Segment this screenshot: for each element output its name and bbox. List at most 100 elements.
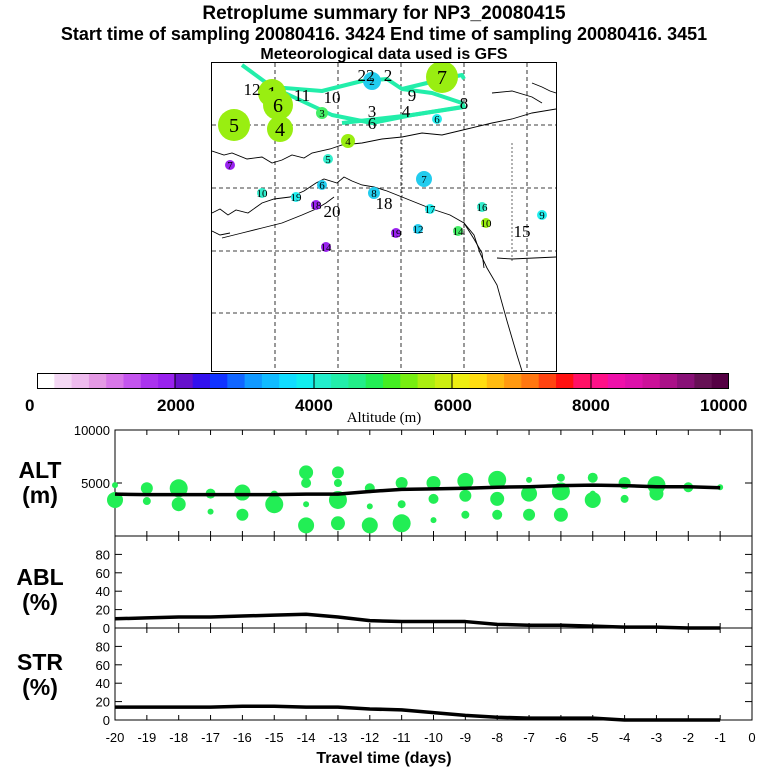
alt-scatter-point [303,501,310,508]
x-tick-label: 0 [748,730,755,745]
plume-point-marker [311,200,321,210]
colorbar-cell [538,373,557,389]
colorbar-cell [417,373,436,389]
plume-point-label: 14 [321,242,333,254]
x-tick-label: -7 [523,730,535,745]
colorbar-cell [348,373,367,389]
plume-point-label: 3 [319,108,325,120]
alt-scatter-point [107,491,123,508]
x-tick-label: -2 [683,730,695,745]
colorbar-cell [659,373,678,389]
x-tick-label: -4 [619,730,631,745]
colorbar-cell [573,373,592,389]
plume-point-label: 5 [325,154,331,166]
coastlines [212,82,556,371]
x-tick-label: -13 [329,730,348,745]
abl-axis-label: ABL (%) [5,565,75,615]
colorbar-cell [711,373,729,389]
alt-scatter-point [461,510,470,519]
colorbar-tick-2000: 2000 [157,396,195,415]
colorbar-cell [642,373,661,389]
plume-point-marker [341,134,355,148]
y-tick-label: 80 [96,639,110,654]
colorbar-tick-10000: 10000 [700,396,748,415]
alt-axis-label: ALT (m) [5,458,75,508]
alt-scatter-point [330,516,345,531]
plume-point-marker [416,171,432,187]
plume-point-marker [453,226,463,236]
x-tick-label: -11 [393,730,411,745]
colorbar-cell [175,373,194,389]
sampling-time-subtitle: Start time of sampling 20080416. 3424 En… [60,24,708,44]
plume-point-marker [316,107,328,119]
plume-point-label: 11 [294,86,310,105]
abl-label-name: ABL [16,564,64,590]
x-tick-label: -10 [424,730,443,745]
plume-point-marker [391,228,401,238]
y-tick-label: 5000 [81,476,110,491]
alt-scatter-point [298,517,315,534]
colorbar-cell [106,373,124,389]
colorbar-cell [452,373,470,389]
plume-point-marker [477,202,487,212]
colorbar-cell [140,373,159,389]
alt-scatter-point [301,478,312,488]
alt-scatter-point [523,508,536,521]
alt-scatter-point [521,485,538,502]
plume-point-marker [368,187,380,199]
map-canvas: 1756423456771211109836410191881820161719… [212,63,556,371]
alt-scatter-point [397,500,406,509]
alt-scatter-point [584,491,601,508]
plume-point-marker [363,72,381,90]
x-tick-label: -16 [233,730,252,745]
x-tick-label: -19 [137,730,156,745]
colorbar-tick-6000: 6000 [434,396,472,415]
alt-scatter-point [488,470,507,489]
plume-point-label: 20 [324,202,341,221]
y-tick-label: 20 [96,695,110,710]
alt-label-unit: (m) [22,482,58,508]
alt-scatter-point [457,472,474,489]
alt-scatter-point [649,486,664,501]
plume-point-label: 2 [369,76,375,88]
colorbar-cell [37,373,55,389]
y-tick-label: 20 [96,603,110,618]
plume-point-marker [425,204,435,214]
plume-point-label: 7 [227,160,233,172]
colorbar-cell [365,373,384,389]
altitude-colorbar [37,373,729,389]
plume-point-label: 3 [368,102,377,121]
plume-point-label: 18 [376,194,393,213]
colorbar-cell [54,373,73,389]
colorbar-cell [331,373,349,389]
alt-scatter-point [366,503,373,510]
alt-scatter-point [426,476,441,490]
str-axis-label: STR (%) [5,650,75,700]
plume-point-label: 19 [391,228,403,240]
colorbar-cell [590,373,609,389]
x-tick-label: -14 [297,730,316,745]
x-tick-label: -5 [587,730,599,745]
plume-point-marker [218,109,250,141]
colorbar-cell [158,373,176,389]
abl-panel-frame [114,535,753,629]
alt-label-name: ALT [18,457,62,483]
plume-point-marker [413,224,423,234]
y-tick-label: 40 [96,676,110,691]
x-axis-title: Travel time (days) [316,750,452,767]
abl-series-line [114,612,721,630]
y-tick-label: 60 [96,658,110,673]
x-tick-label: -1 [714,730,726,745]
colorbar-cell [625,373,643,389]
alt-scatter-point [265,495,284,514]
colorbar-cell [434,373,453,389]
plume-point-label: 6 [368,114,377,133]
y-tick-label: 80 [96,547,110,562]
colorbar-cell [400,373,419,389]
plume-point-marker [267,116,293,142]
plume-point-label: 17 [425,204,437,216]
retroplume-map: 1756423456771211109836410191881820161719… [211,62,557,372]
plume-point-label: 10 [257,188,269,200]
plume-point-label: 14 [453,226,465,238]
colorbar-cell [469,373,488,389]
